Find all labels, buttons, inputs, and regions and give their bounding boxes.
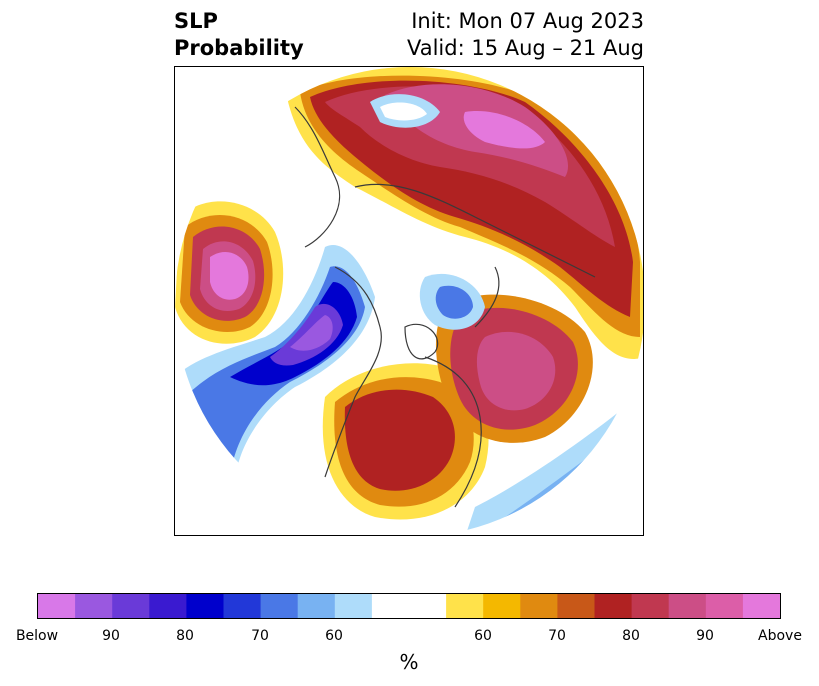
colorbar-swatch-4	[186, 594, 224, 618]
colorbar-swatches	[38, 594, 781, 618]
colorbar-swatch-11	[483, 594, 521, 618]
polar-map	[174, 66, 644, 536]
map-title: SLP Probability	[174, 8, 304, 62]
colorbar-unit: %	[399, 650, 419, 674]
colorbar-tick-1: 90	[102, 628, 120, 644]
colorbar-swatch-13	[557, 594, 595, 618]
colorbar	[37, 593, 781, 619]
polar-projection	[175, 67, 643, 535]
coastlines	[294, 106, 596, 508]
colorbar-swatch-8	[334, 594, 373, 618]
colorbar-tick-9: Above	[758, 628, 802, 644]
colorbar-tick-2: 80	[176, 628, 194, 644]
colorbar-swatch-15	[631, 594, 670, 618]
colorbar-tick-7: 80	[622, 628, 640, 644]
colorbar-swatch-18	[742, 594, 781, 618]
colorbar-tick-5: 60	[474, 628, 492, 644]
colorbar-swatch-9	[371, 594, 447, 618]
colorbar-tick-6: 70	[548, 628, 566, 644]
date-info: Init: Mon 07 Aug 2023 Valid: 15 Aug – 21…	[407, 8, 644, 62]
colorbar-swatch-12	[520, 594, 558, 618]
valid-range: Valid: 15 Aug – 21 Aug	[406, 36, 644, 60]
colorbar-swatch-6	[260, 594, 299, 618]
colorbar-tick-0: Below	[15, 628, 59, 644]
colorbar-swatch-1	[75, 594, 113, 618]
colorbar-swatch-0	[38, 594, 76, 618]
init-date: Init: Mon 07 Aug 2023	[411, 9, 644, 33]
title-line-2: Probability	[174, 36, 304, 60]
colorbar-swatch-5	[223, 594, 262, 618]
colorbar-tick-8: 90	[696, 628, 714, 644]
title-line-1: SLP	[174, 9, 218, 33]
colorbar-swatch-7	[297, 594, 336, 618]
colorbar-swatch-2	[112, 594, 150, 618]
colorbar-tick-3: 70	[251, 628, 269, 644]
colorbar-swatch-10	[446, 594, 484, 618]
colorbar-swatch-16	[668, 594, 707, 618]
colorbar-tick-4: 60	[325, 628, 343, 644]
colorbar-swatch-17	[705, 594, 744, 618]
colorbar-swatch-14	[594, 594, 633, 618]
colorbar-swatch-3	[149, 594, 187, 618]
